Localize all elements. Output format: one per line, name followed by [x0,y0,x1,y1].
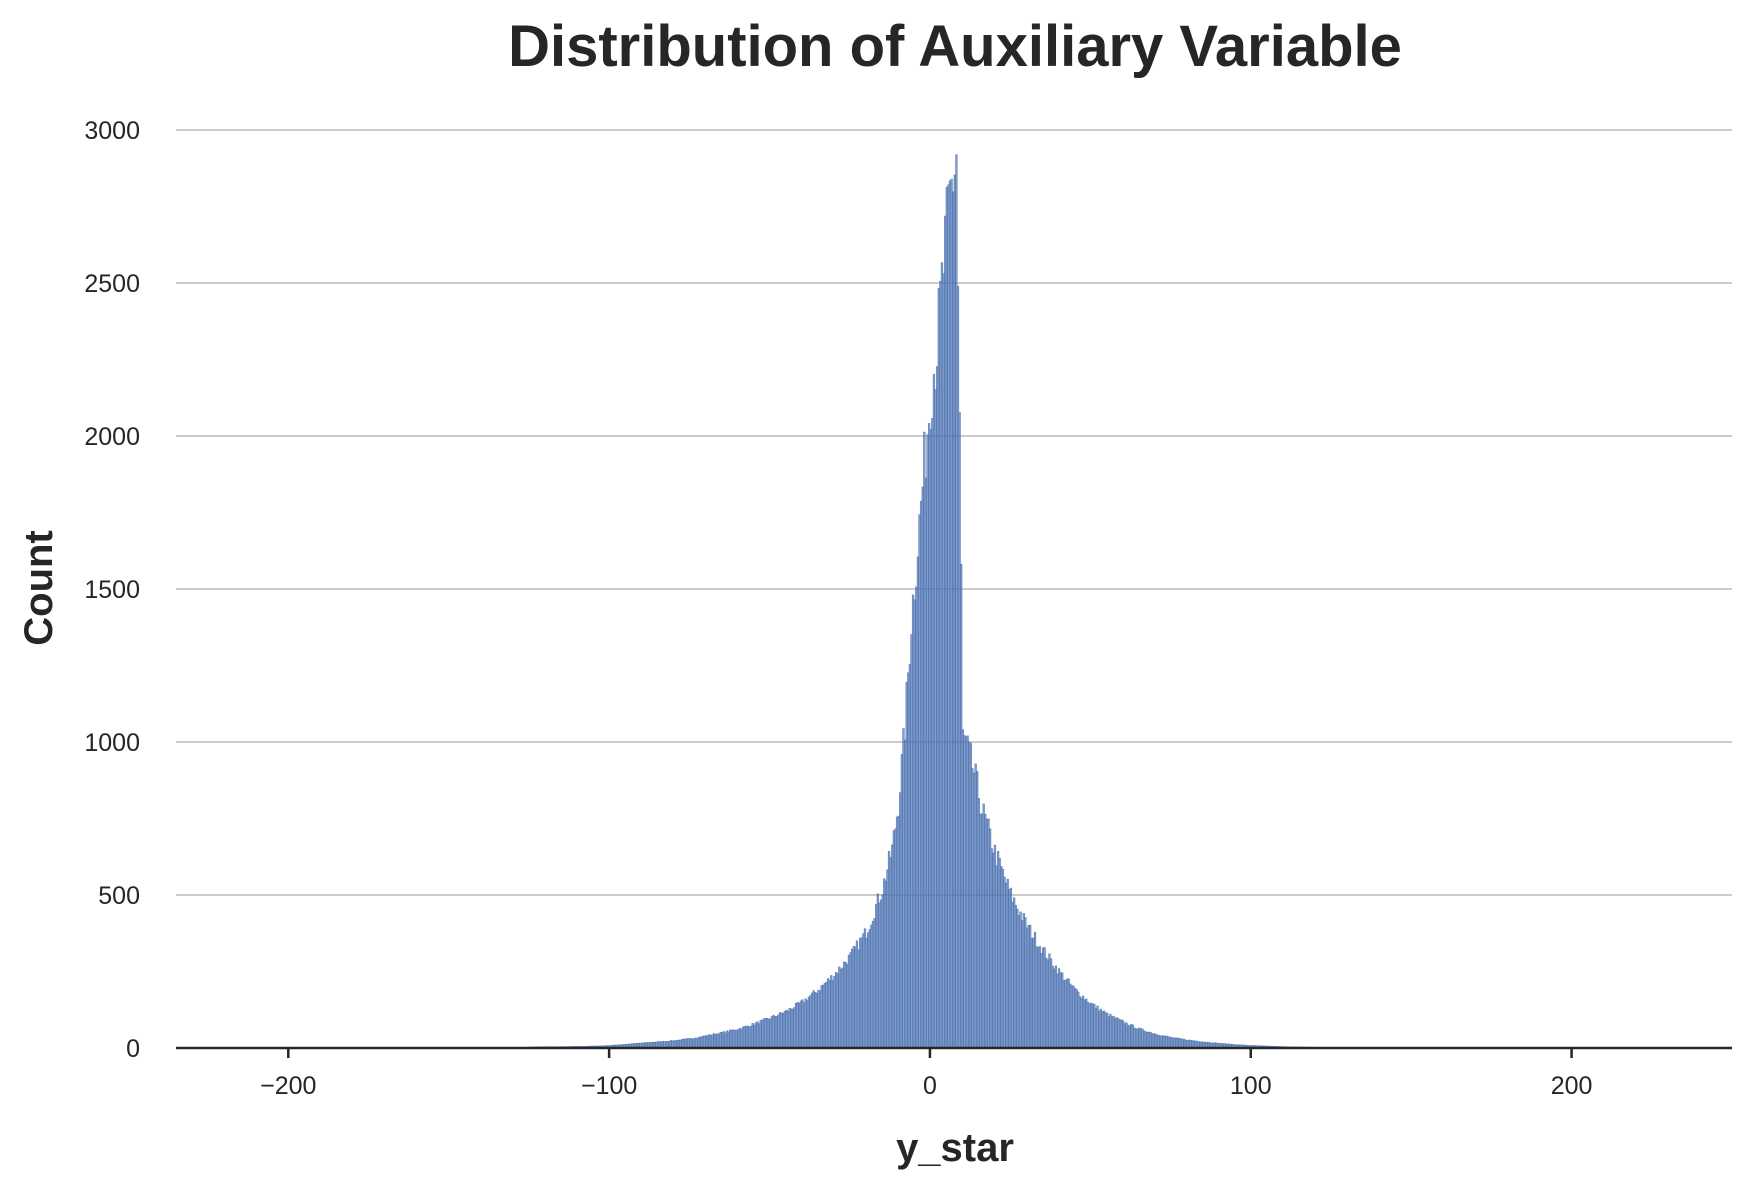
y-tick-label: 2000 [84,423,140,451]
x-tick-label: 100 [1230,1072,1272,1100]
x-tick-label: −200 [260,1072,316,1100]
y-tick-label: 0 [126,1035,140,1063]
y-tick-label: 500 [98,882,140,910]
chart-title: Distribution of Auxiliary Variable [508,14,1402,79]
y-tick-label: 3000 [84,117,140,145]
y-tick-label: 1000 [84,729,140,757]
histogram-bars [528,154,1348,1049]
x-tick-label: 0 [923,1072,937,1100]
axes [176,1046,1732,1058]
y-tick-label: 2500 [84,270,140,298]
x-tick-label: −100 [581,1072,637,1100]
x-tick-label: 200 [1551,1072,1593,1100]
x-axis-label: y_star [896,1126,1014,1170]
y-tick-label: 1500 [84,576,140,604]
y-axis-label: Count [17,530,61,646]
tick-labels: 0 500 1000 1500 2000 2500 3000 −200 −100 0 100 200 [84,117,1592,1100]
